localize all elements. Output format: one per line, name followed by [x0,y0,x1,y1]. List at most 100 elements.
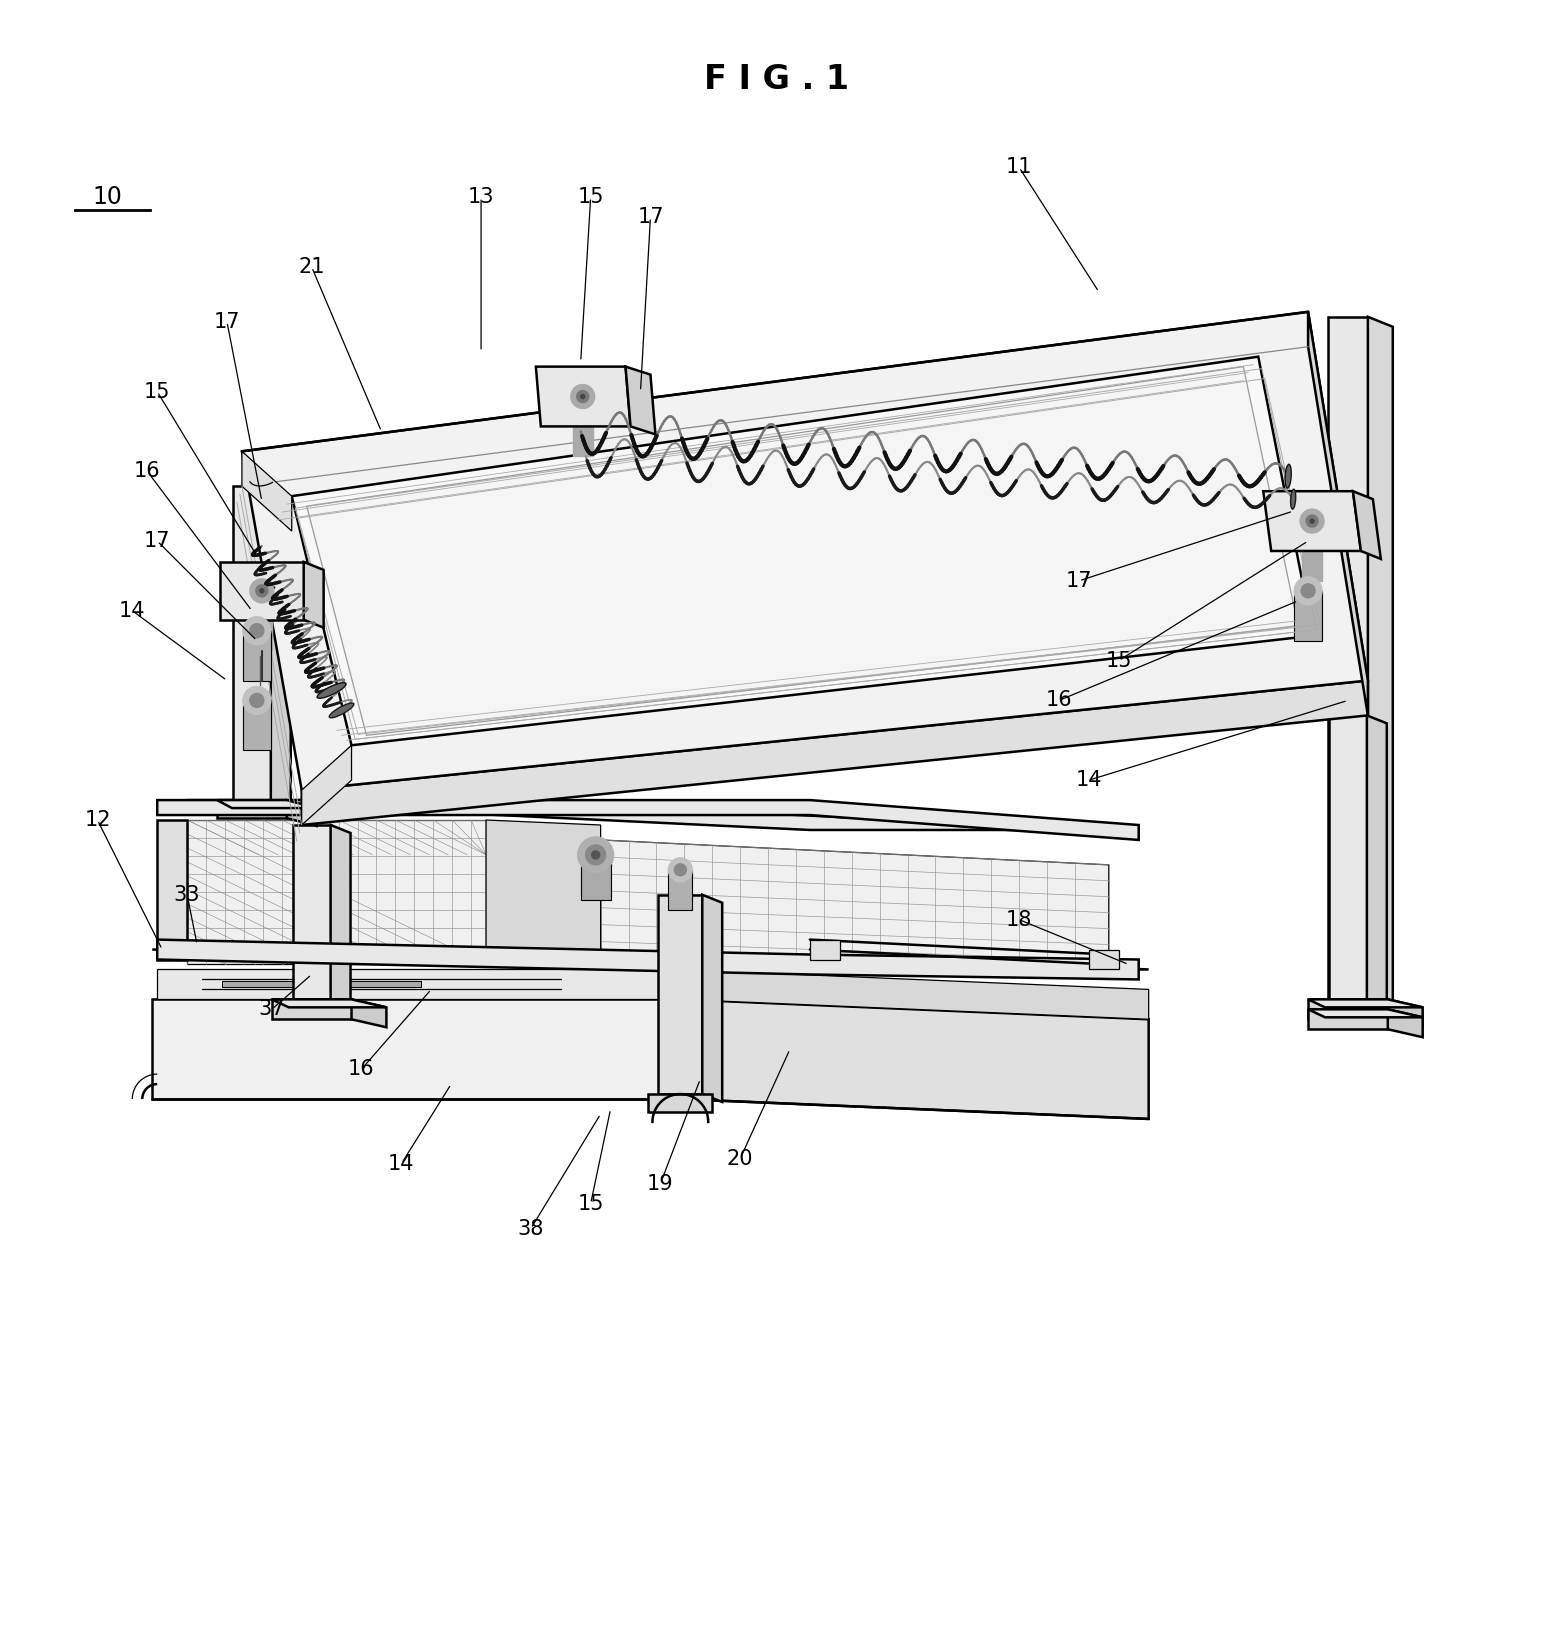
Bar [1302,552,1322,581]
Polygon shape [221,562,303,619]
Circle shape [1305,516,1318,527]
Polygon shape [157,970,681,1000]
Polygon shape [668,870,692,909]
Circle shape [1294,576,1322,604]
Polygon shape [272,1000,387,1008]
Polygon shape [186,800,1110,830]
Polygon shape [681,970,1148,1019]
Polygon shape [1263,491,1361,552]
Text: 17: 17 [637,208,664,227]
Text: 13: 13 [468,188,494,208]
Circle shape [256,585,267,596]
Polygon shape [702,894,723,1102]
Text: 17: 17 [1066,572,1092,591]
Polygon shape [351,1000,387,1028]
Circle shape [1310,519,1315,524]
Polygon shape [218,800,287,819]
Text: 15: 15 [578,1194,605,1214]
Polygon shape [157,939,1139,980]
Polygon shape [152,1000,681,1099]
Bar [573,427,592,456]
Polygon shape [331,825,351,1008]
Text: 10: 10 [93,184,123,209]
Polygon shape [681,1000,1148,1118]
Polygon shape [810,939,839,960]
Polygon shape [1308,1010,1388,1029]
Polygon shape [272,1000,351,1019]
Text: 19: 19 [646,1174,674,1194]
Polygon shape [1308,1010,1422,1018]
Polygon shape [222,982,421,988]
Polygon shape [648,1094,712,1112]
Circle shape [578,837,614,873]
Circle shape [581,395,584,399]
Ellipse shape [329,703,354,718]
Polygon shape [1388,1010,1422,1038]
Circle shape [674,865,687,876]
Polygon shape [301,746,351,825]
Polygon shape [626,367,656,435]
Polygon shape [306,367,1298,735]
Text: 15: 15 [145,382,171,402]
Polygon shape [233,486,270,800]
Text: 16: 16 [134,461,160,481]
Polygon shape [581,855,611,899]
Ellipse shape [1285,464,1291,488]
Circle shape [586,845,606,865]
Ellipse shape [317,682,347,698]
Circle shape [592,851,600,858]
Text: 17: 17 [145,530,171,552]
Circle shape [668,858,692,881]
Polygon shape [303,562,323,628]
Polygon shape [1308,311,1368,715]
Polygon shape [1308,1000,1422,1008]
Circle shape [250,624,264,637]
Text: 15: 15 [578,188,605,208]
Polygon shape [292,825,331,1000]
Text: 14: 14 [1075,771,1102,791]
Text: 17: 17 [214,311,241,331]
Polygon shape [157,820,186,960]
Polygon shape [1329,316,1368,1010]
Polygon shape [1089,950,1119,970]
Ellipse shape [1290,489,1296,509]
Text: 14: 14 [120,601,146,621]
Polygon shape [242,700,270,751]
Polygon shape [242,451,292,530]
Polygon shape [1294,591,1322,641]
Text: 21: 21 [298,257,325,277]
Polygon shape [1368,316,1392,1019]
Text: 33: 33 [174,884,200,904]
Text: 14: 14 [388,1155,415,1174]
Text: 37: 37 [258,1000,284,1019]
Polygon shape [292,357,1313,746]
Circle shape [1301,509,1324,534]
Polygon shape [1354,491,1382,558]
Polygon shape [486,820,601,960]
Polygon shape [1368,715,1386,1008]
Circle shape [242,687,270,715]
Polygon shape [659,894,702,1094]
Text: 16: 16 [1046,690,1072,710]
Polygon shape [186,820,486,965]
Bar [252,619,272,649]
Text: 16: 16 [348,1059,375,1079]
Text: 12: 12 [84,810,110,830]
Polygon shape [287,800,317,827]
Text: 20: 20 [727,1150,754,1169]
Polygon shape [536,367,631,427]
Polygon shape [1308,1000,1388,1019]
Text: 11: 11 [1005,158,1032,178]
Text: F I G . 1: F I G . 1 [704,63,850,96]
Circle shape [260,590,264,593]
Circle shape [1301,583,1315,598]
Text: 18: 18 [1005,909,1032,929]
Polygon shape [270,486,291,809]
Circle shape [577,390,589,402]
Polygon shape [152,950,1148,970]
Polygon shape [1388,1000,1422,1028]
Polygon shape [242,311,1368,791]
Circle shape [250,578,274,603]
Text: 38: 38 [517,1219,544,1239]
Polygon shape [601,840,1110,980]
